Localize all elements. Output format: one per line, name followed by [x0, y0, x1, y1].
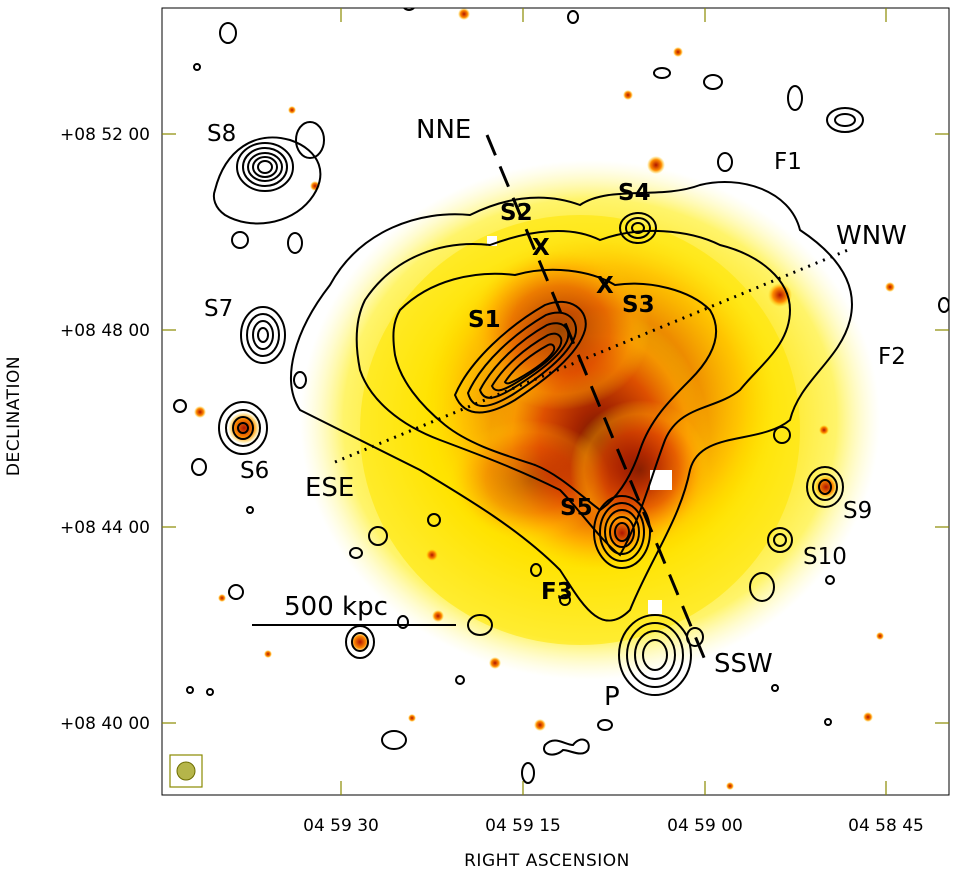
- label-p: P: [604, 682, 620, 712]
- label-wnw: WNW: [836, 221, 907, 251]
- x-tick-labels: 04 59 30 04 59 15 04 59 00 04 58 45: [303, 816, 924, 836]
- label-s10: S10: [803, 544, 847, 570]
- beam-box: [169, 754, 203, 788]
- label-s4: S4: [618, 180, 651, 206]
- label-f2: F2: [878, 344, 906, 370]
- label-ssw: SSW: [714, 649, 773, 679]
- label-s5: S5: [560, 495, 593, 521]
- axis-ticks: [162, 8, 949, 795]
- x-tick-label: 04 59 00: [667, 816, 743, 836]
- y-tick-label: +08 48 00: [60, 321, 150, 341]
- x-axis-title: RIGHT ASCENSION: [464, 851, 630, 870]
- x-tick-label: 04 59 30: [303, 816, 379, 836]
- label-s1: S1: [468, 307, 501, 333]
- y-axis-title: DECLINATION: [4, 356, 24, 476]
- label-ese: ESE: [305, 473, 354, 503]
- label-s9: S9: [843, 498, 872, 524]
- label-s6: S6: [240, 458, 269, 484]
- y-tick-label: +08 44 00: [60, 518, 150, 538]
- label-x-marker-2: X: [596, 273, 614, 299]
- slice-lines: [334, 134, 849, 661]
- label-s7: S7: [204, 296, 233, 322]
- y-tick-labels: +08 52 00 +08 48 00 +08 44 00 +08 40 00: [60, 125, 150, 734]
- beam-ellipse: [176, 761, 196, 781]
- label-f1: F1: [774, 149, 802, 175]
- nne-ssw-dashed-line: [485, 134, 707, 661]
- label-s2: S2: [500, 200, 533, 226]
- plot-frame: [161, 7, 950, 796]
- x-tick-label: 04 59 15: [485, 816, 561, 836]
- label-nne: NNE: [416, 115, 471, 145]
- y-tick-label: +08 52 00: [60, 125, 150, 145]
- xray-emission-map: [194, 8, 895, 790]
- label-f3: F3: [541, 579, 573, 605]
- label-s8: S8: [207, 121, 236, 147]
- scale-bar-label: 500 kpc: [284, 592, 388, 622]
- x-tick-label: 04 58 45: [848, 816, 924, 836]
- radio-contours: [173, 8, 949, 784]
- y-tick-label: +08 40 00: [60, 714, 150, 734]
- source-labels: S1 S2 S3 S4 S5 S6 S7 S8 S9 S10 F1 F2 F3 …: [204, 115, 907, 712]
- label-s3: S3: [622, 292, 655, 318]
- label-x-marker-1: X: [532, 235, 550, 261]
